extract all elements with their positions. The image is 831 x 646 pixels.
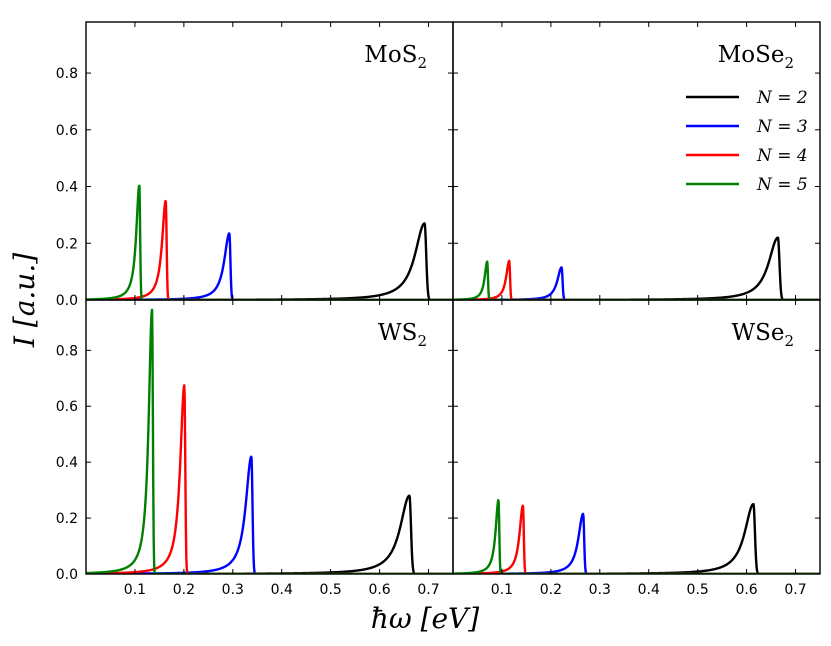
curve-n5: [453, 499, 820, 574]
curve-n2: [86, 494, 453, 574]
y-tick-label: 0.0: [56, 293, 78, 309]
x-tick-label: 0.1: [124, 582, 146, 598]
x-tick-label: 0.4: [638, 582, 660, 598]
y-tick-label: 0.8: [56, 343, 78, 359]
x-tick-label: 0.6: [368, 582, 390, 598]
y-tick-label: 0.6: [56, 399, 78, 415]
y-tick-label: 0.8: [56, 66, 78, 82]
x-tick-label: 0.5: [687, 582, 709, 598]
legend-label: N = 4: [756, 146, 808, 166]
series-group: [453, 236, 820, 300]
panel-title: WSe2: [731, 320, 794, 350]
y-tick-label: 0.6: [56, 123, 78, 139]
x-tick-label: 0.6: [735, 582, 757, 598]
series-group: [453, 499, 820, 574]
curve-n4: [453, 259, 820, 300]
x-tick-label: 0.2: [540, 582, 562, 598]
x-tick-label: 0.5: [320, 582, 342, 598]
curve-n5: [86, 308, 453, 574]
curve-n4: [86, 384, 453, 574]
y-tick-label: 0.2: [56, 511, 78, 527]
panel-wse2: 0.1 0.2 0.3 0.4 0.5 0.6 0.7 WSe2: [452, 299, 821, 598]
curve-n2: [453, 502, 820, 574]
x-tick-label: 0.3: [222, 582, 244, 598]
legend: N = 2 N = 3 N = 4 N = 5: [686, 88, 808, 195]
panel-ws2: 0.1 0.2 0.3 0.4 0.5 0.6 0.7 0.0 0.2 0.4 0.6 0.8 WS2: [56, 299, 454, 598]
series-group: [86, 184, 453, 300]
y-tick-label: 0.0: [56, 567, 78, 583]
panel-mos2: 0.0 0.2 0.4 0.6 0.8 MoS2: [56, 21, 454, 309]
legend-label: N = 5: [756, 175, 808, 195]
curve-n3: [86, 455, 453, 574]
legend-label: N = 2: [756, 88, 808, 108]
x-tick-label: 0.4: [271, 582, 293, 598]
curve-n5: [86, 184, 453, 300]
x-tick-label: 0.7: [417, 582, 439, 598]
x-tick-label: 0.7: [784, 582, 806, 598]
curve-n3: [453, 512, 820, 574]
x-tick-label: 0.3: [589, 582, 611, 598]
panel-frame: [452, 299, 821, 575]
x-tick-label: 0.2: [173, 582, 195, 598]
y-tick-label: 0.4: [56, 180, 78, 196]
x-axis-label: ħω [eV]: [371, 602, 479, 635]
curve-n4: [453, 504, 820, 574]
panel-title: WS2: [378, 320, 427, 350]
curve-n4: [86, 199, 453, 300]
y-tick-label: 0.2: [56, 236, 78, 252]
y-axis-label: I [a.u.]: [8, 253, 41, 348]
legend-label: N = 3: [756, 117, 808, 137]
x-tick-label: 0.1: [491, 582, 513, 598]
y-tick-label: 0.4: [56, 455, 78, 471]
panel-title: MoSe2: [718, 42, 794, 72]
series-group: [86, 308, 453, 574]
panel-title: MoS2: [364, 42, 427, 72]
